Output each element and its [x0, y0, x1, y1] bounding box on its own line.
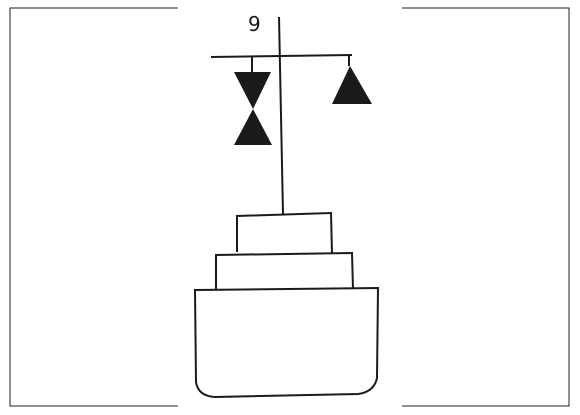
upper-deckhouse	[236, 211, 333, 254]
middle-deckhouse	[215, 251, 354, 290]
cone-point-up-icon	[234, 109, 272, 145]
figure-label: 9	[248, 12, 261, 36]
left-signal-shapes	[234, 72, 272, 145]
cone-point-up-right-icon	[332, 66, 372, 104]
hull-body	[193, 286, 380, 399]
mast-pole	[278, 16, 284, 215]
cone-point-down-icon	[234, 72, 271, 109]
vessel-hull	[193, 211, 380, 399]
yardarm	[210, 54, 353, 58]
image-panel	[178, 0, 402, 415]
mast	[210, 16, 353, 215]
